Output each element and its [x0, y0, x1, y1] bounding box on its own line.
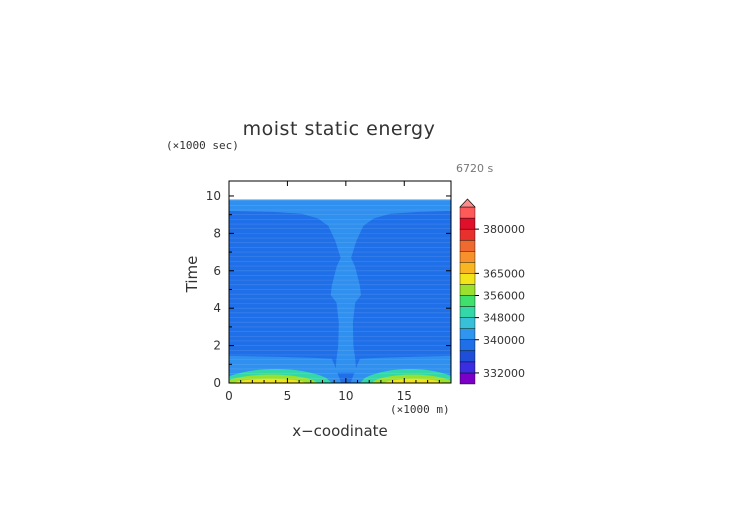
plot-frame — [228, 180, 452, 384]
colorbar-label: 348000 — [483, 312, 525, 325]
colorbar-label: 340000 — [483, 334, 525, 347]
y-tick-label: 8 — [213, 226, 221, 240]
colorbar-segment — [459, 295, 476, 307]
colorbar-segment — [459, 372, 476, 385]
y-tick-label: 4 — [213, 301, 221, 315]
contour-field — [229, 199, 451, 383]
time-stamp: 6720 s — [456, 162, 493, 175]
colorbar-segment — [459, 251, 476, 263]
colorbar-segment — [459, 206, 476, 219]
field-lobe-right-yellow — [384, 378, 443, 383]
x-tick-label: 15 — [397, 389, 412, 403]
colorbar-label: 365000 — [483, 267, 525, 280]
colorbar-segment — [459, 350, 476, 363]
colorbar-segment — [459, 361, 476, 374]
x-tick-label: 5 — [284, 389, 292, 403]
colorbar-label: 380000 — [483, 223, 525, 236]
x-tick-label: 0 — [225, 389, 233, 403]
y-tick-label: 6 — [213, 264, 221, 278]
colorbar: 332000 340000 348000 356000 365000 380000 — [459, 198, 525, 385]
chart-title: moist static energy — [243, 118, 436, 140]
field-central-column — [229, 199, 451, 373]
field-lobe-left-yellow — [233, 378, 307, 383]
colorbar-segment — [459, 239, 476, 252]
colorbar-label: 356000 — [483, 290, 525, 303]
x-unit-label: (×1000 m) — [390, 403, 450, 416]
colorbar-segment — [459, 217, 476, 230]
colorbar-segment — [459, 317, 476, 329]
x-axis: 0 5 10 15 — [225, 181, 440, 403]
colorbar-segment — [459, 284, 476, 296]
y-axis-label: Time — [183, 256, 201, 294]
y-axis: 0 2 4 6 8 10 — [206, 189, 451, 390]
colorbar-segment — [459, 306, 476, 318]
x-axis-label: x−coodinate — [292, 422, 388, 440]
colorbar-arrow — [459, 198, 476, 208]
x-tick-label: 10 — [338, 389, 353, 403]
colorbar-segment — [459, 328, 476, 340]
y-tick-label: 0 — [213, 376, 221, 390]
colorbar-segment — [459, 262, 476, 274]
colorbar-segment — [459, 228, 476, 241]
colorbar-label: 332000 — [483, 367, 525, 380]
y-unit-label: (×1000 sec) — [166, 139, 239, 152]
colorbar-segment — [459, 339, 476, 352]
y-tick-label: 10 — [206, 189, 221, 203]
colorbar-segment — [459, 273, 476, 285]
y-tick-label: 2 — [213, 339, 221, 353]
